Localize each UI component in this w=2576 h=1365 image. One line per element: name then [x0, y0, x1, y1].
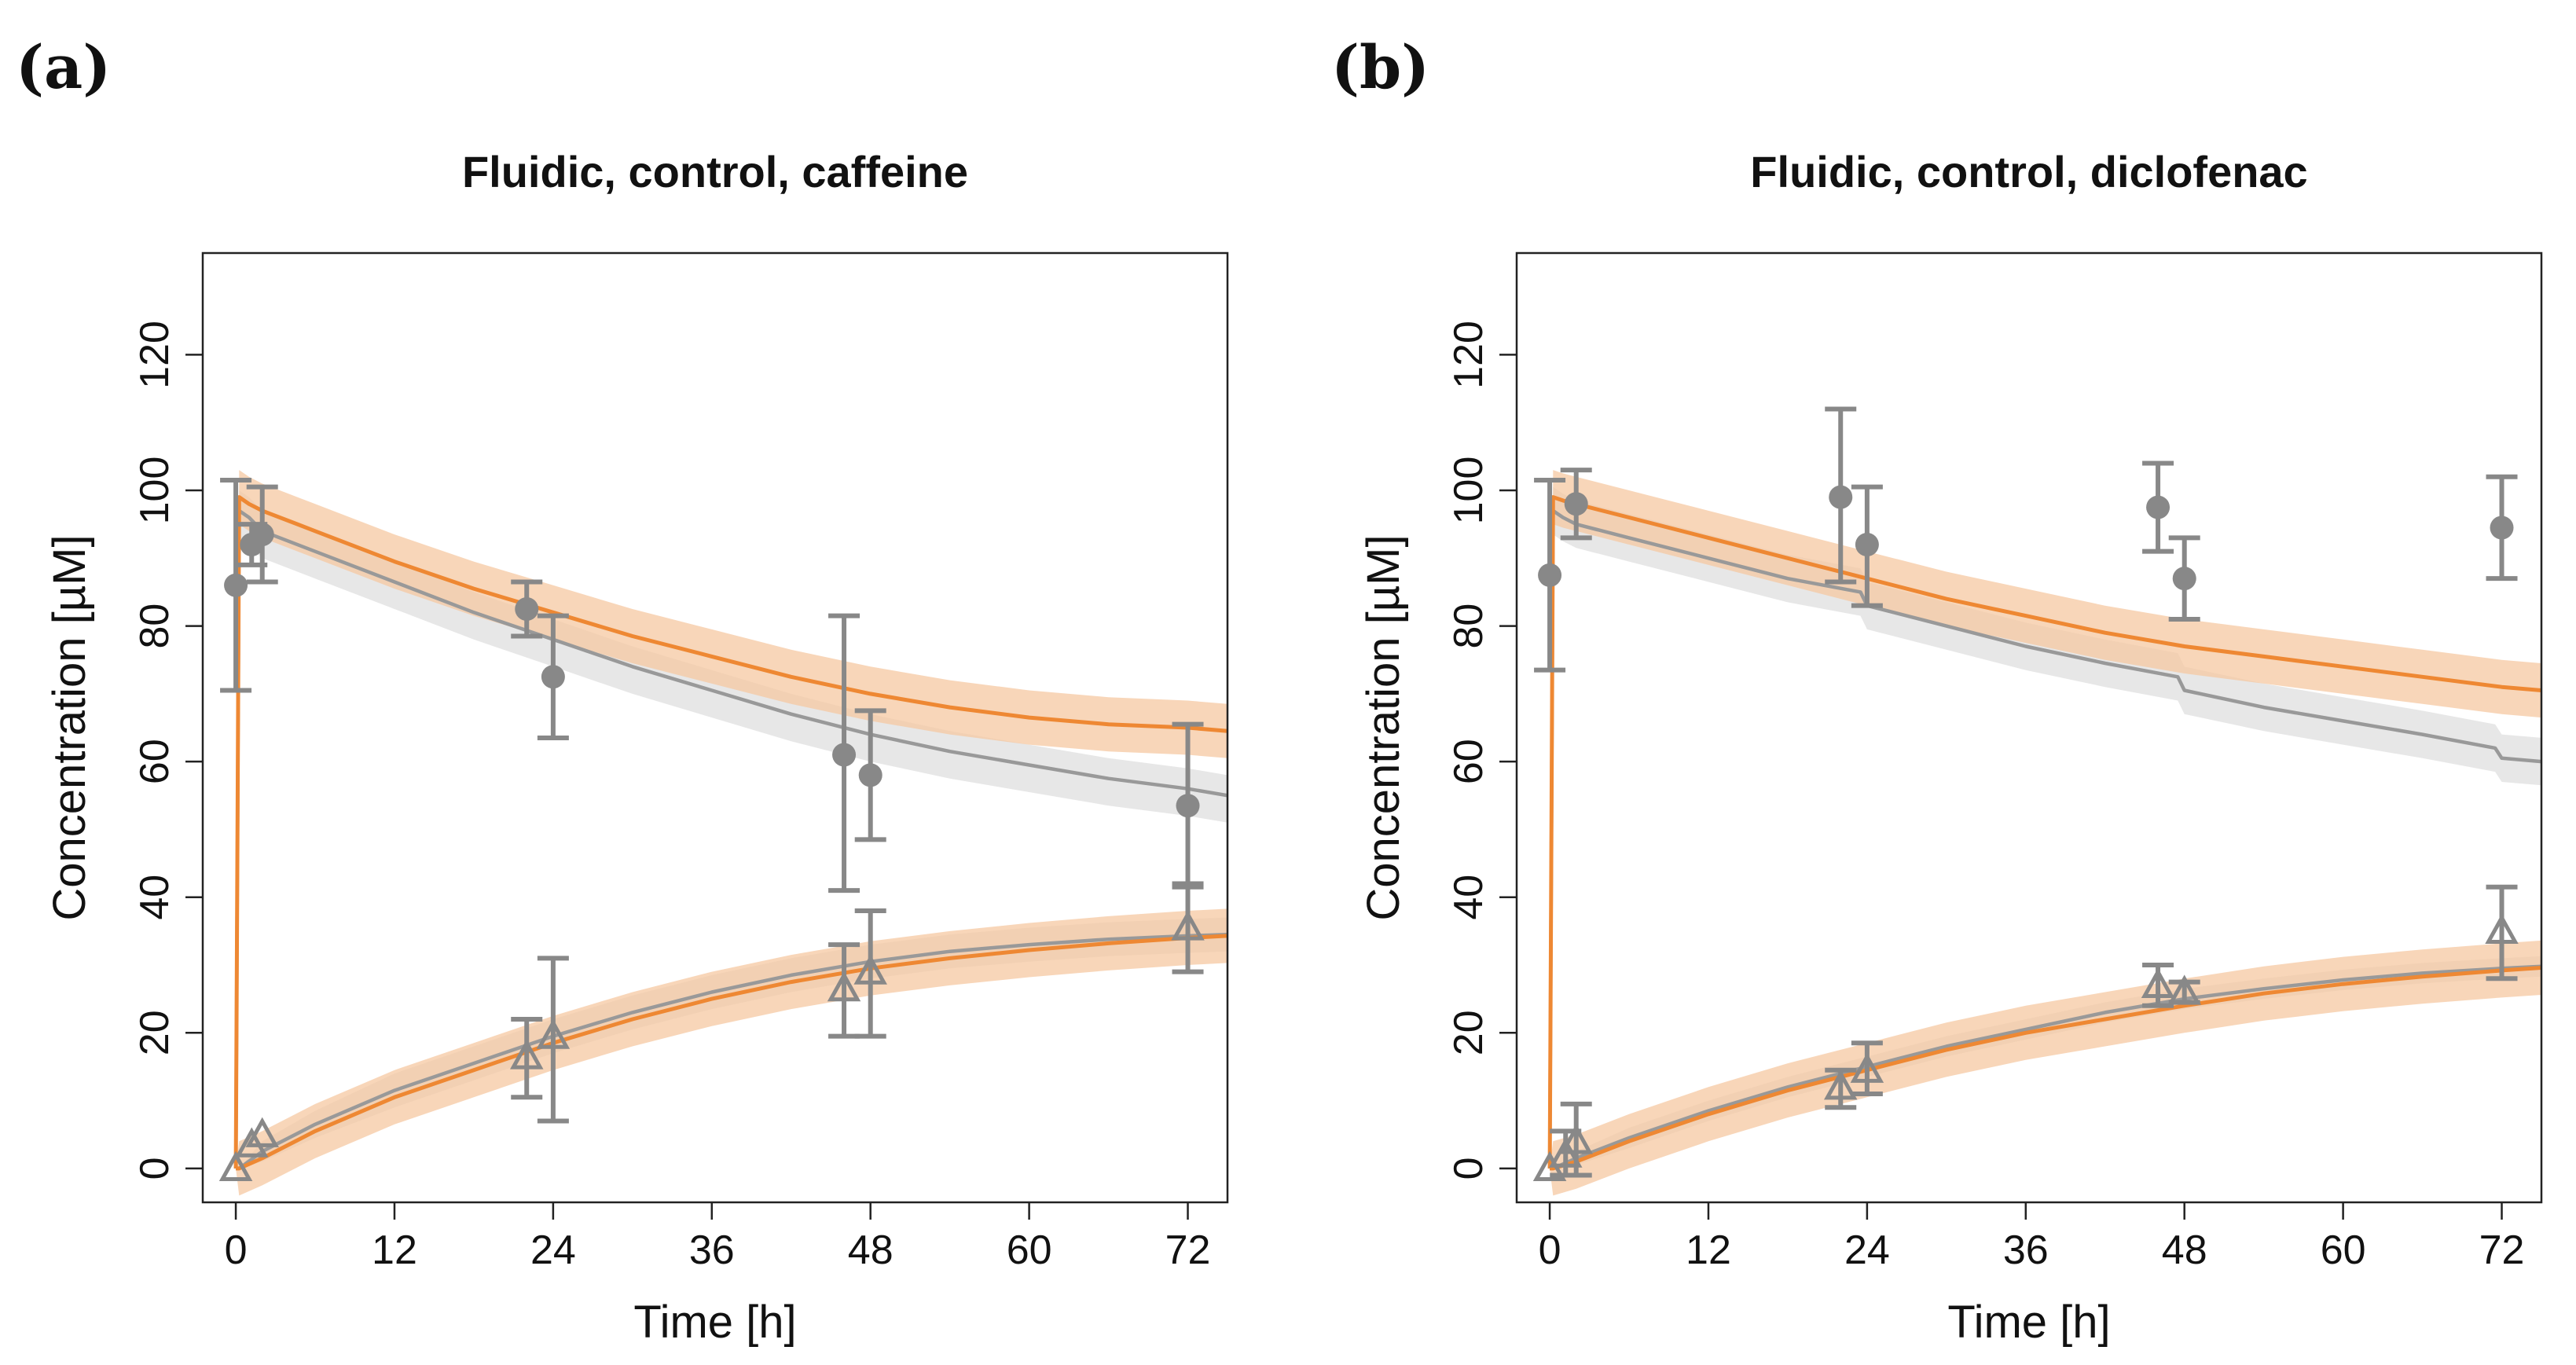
panel1-x-axis-label: Time [h] — [633, 1297, 796, 1348]
panel1-y-tick-label-5: 80 — [132, 604, 178, 649]
panel2-line-4 — [1550, 966, 2541, 1171]
panel1-metabolite-point-6 — [827, 971, 861, 1002]
panel1-parent-point-1 — [224, 573, 248, 597]
panel1-panel-label: (a) — [16, 32, 111, 102]
panel2-panel-label: (b) — [1331, 32, 1429, 102]
panel2-x-tick-label-5: 48 — [2162, 1227, 2207, 1273]
panel1-x-tick-label-5: 48 — [848, 1227, 894, 1273]
panel1-x-tick-label-7: 72 — [1165, 1227, 1211, 1273]
panel2-title: Fluidic, control, diclofenac — [1750, 147, 2307, 196]
panel2-x-tick-label-4: 36 — [2003, 1227, 2049, 1273]
panel2-parent-point-5 — [2146, 495, 2171, 519]
panel1-y-tick-label-7: 120 — [132, 321, 178, 389]
panel1-metabolite-point-7 — [853, 954, 887, 985]
panel2-line-1 — [1547, 508, 2541, 1169]
panel2-band-2 — [1550, 470, 2541, 1169]
panel1-y-tick-label-6: 100 — [132, 457, 178, 525]
panel2-y-tick-label-6: 100 — [1446, 457, 1492, 525]
panel1-line-1 — [233, 508, 1227, 1169]
panel2-metabolite-point-5 — [1850, 1052, 1884, 1083]
panel1-x-tick-label-3: 24 — [530, 1227, 576, 1273]
panel2-y-tick-label-1: 0 — [1446, 1157, 1492, 1180]
panel1-parent-point-8 — [1176, 794, 1200, 818]
panel2-x-axis-label: Time [h] — [1947, 1297, 2110, 1348]
panel2-metabolite-point-7 — [2167, 974, 2201, 1005]
panel2-parent-point-2 — [1564, 492, 1588, 516]
panel1-plot-area — [233, 470, 1227, 1196]
panel1-x-tick-label-1: 0 — [225, 1227, 248, 1273]
panel2-y-tick-label-3: 40 — [1446, 875, 1492, 920]
panel1-metabolite-point-1 — [218, 1150, 253, 1181]
panel1-y-tick-label-4: 60 — [132, 739, 178, 784]
panel1-parent-point-5 — [541, 665, 565, 689]
panel2-parent-point-1 — [1538, 563, 1562, 587]
panel1-line-3 — [236, 932, 1227, 1171]
panel1-metabolite-point-5 — [536, 1018, 571, 1049]
panel2-y-tick-label-2: 20 — [1446, 1010, 1492, 1055]
panel2-parent-point-6 — [2172, 567, 2196, 591]
panel1-title: Fluidic, control, caffeine — [462, 147, 968, 196]
panel2-parent-point-4 — [1855, 533, 1879, 557]
panel2-band-1 — [1550, 486, 2541, 1169]
panel1-line-4 — [236, 934, 1227, 1171]
panel2-x-tick-label-7: 72 — [2479, 1227, 2525, 1273]
panel2-y-tick-label-4: 60 — [1446, 739, 1492, 784]
panel2-x-tick-label-6: 60 — [2321, 1227, 2366, 1273]
panel1-metabolite-point-4 — [509, 1039, 544, 1070]
panel2-x-tick-label-3: 24 — [1844, 1227, 1890, 1273]
panel2-plot-frame — [1515, 251, 2543, 1204]
panel1-parent-point-4 — [515, 597, 539, 621]
panel2-parent-point-7 — [2490, 516, 2514, 540]
panel1-line-2 — [233, 495, 1227, 1169]
panel1-plot-frame — [201, 251, 1229, 1204]
panel1-y-tick-label-2: 20 — [132, 1010, 178, 1055]
panel1-x-tick-label-6: 60 — [1007, 1227, 1052, 1273]
panel1-band-4 — [236, 908, 1227, 1196]
panel2-line-3 — [1550, 964, 2541, 1171]
chart-panel-2: (b) Fluidic, control, diclofenac 0 12 24 36 48… — [1331, 32, 2543, 1348]
panel1-parent-point-6 — [832, 743, 857, 767]
panel2-metabolite-point-4 — [1823, 1070, 1858, 1100]
panel2-metabolite-point-8 — [2485, 913, 2519, 944]
panel1-parent-point-7 — [858, 763, 883, 787]
panel1-metabolite-point-8 — [1171, 910, 1205, 941]
panel1-parent-point-3 — [250, 523, 274, 547]
panel2-y-tick-label-5: 80 — [1446, 604, 1492, 649]
panel2-parent-point-3 — [1829, 485, 1853, 509]
panel2-y-tick-label-7: 120 — [1446, 321, 1492, 389]
panel2-metabolite-point-6 — [2141, 967, 2175, 998]
panel2-y-axis-label: Concentration [µM] — [1358, 534, 1409, 920]
panel2-band-4 — [1550, 940, 2541, 1196]
panel2-metabolite-point-3 — [1559, 1124, 1593, 1154]
chart-panel-1: (a) Fluidic, control, caffeine 0 12 24 36 48 60… — [16, 32, 1229, 1348]
panel1-y-axis-label: Concentration [µM] — [44, 534, 95, 920]
panel1-metabolite-point-3 — [245, 1117, 279, 1147]
panel1-x-tick-label-4: 36 — [689, 1227, 735, 1273]
panel1-y-tick-label-1: 0 — [132, 1157, 178, 1180]
panel1-band-1 — [236, 490, 1227, 1169]
panel1-y-tick-label-3: 40 — [132, 875, 178, 920]
panel1-band-2 — [236, 470, 1227, 1169]
panel2-x-tick-label-2: 12 — [1686, 1227, 1731, 1273]
panel1-x-tick-label-2: 12 — [372, 1227, 417, 1273]
panel2-plot-area — [1547, 470, 2541, 1196]
panel2-x-tick-label-1: 0 — [1539, 1227, 1561, 1273]
